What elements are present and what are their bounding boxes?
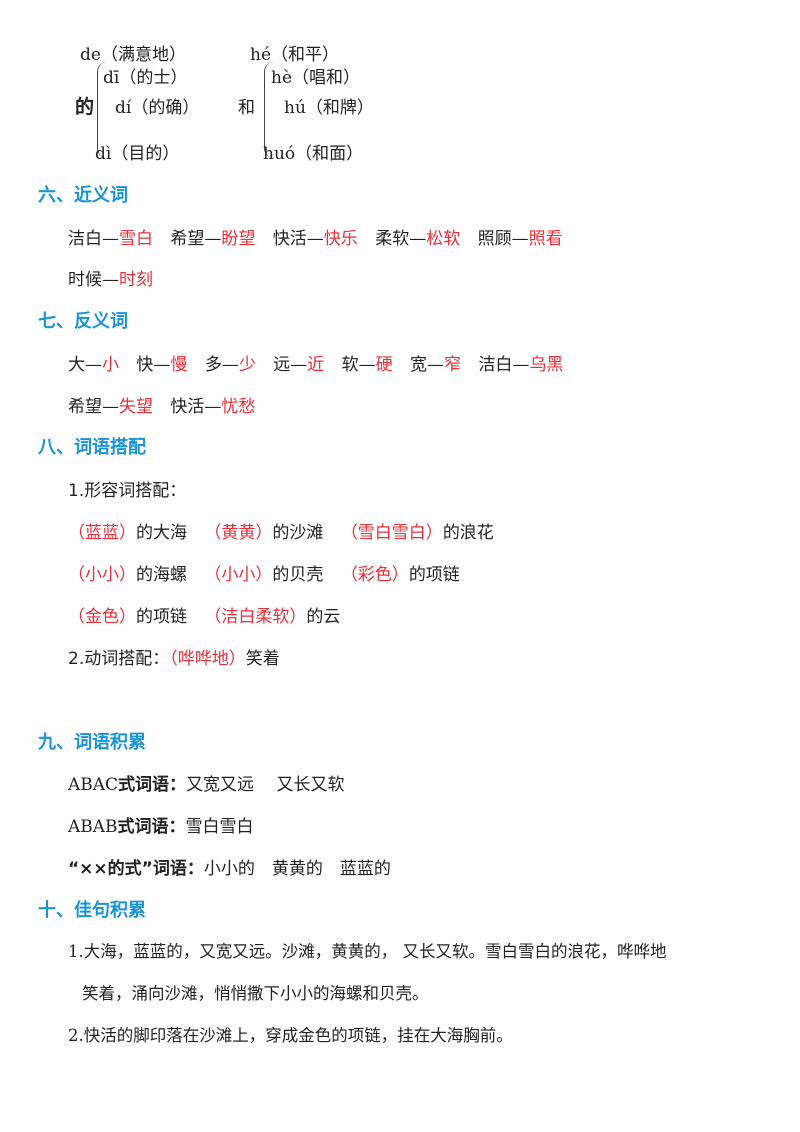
antonym-pair: 洁白—乌黑	[478, 355, 564, 375]
antonym-pair: 宽—窄	[410, 355, 462, 375]
adj-collocation: （彩色）的项链	[340, 565, 460, 585]
reading-de-4: dì（目的）	[95, 144, 180, 164]
antonym-pair: 快—慢	[136, 355, 188, 375]
section-heading-synonyms: 六、近义词	[38, 185, 128, 206]
verb-collocation-row: 2.动词搭配：（哗哗地）笑着	[68, 644, 280, 669]
antonym-pair: 大—小	[68, 355, 119, 375]
accumulation-item-xx: “××的式”词语：小小的 黄黄的 蓝蓝的	[68, 859, 391, 879]
antonym-pair: 希望—失望	[68, 397, 153, 417]
antonym-row-1: 大—小 快—慢 多—少 远—近 软—硬 宽—窄 洁白—乌黑	[68, 350, 575, 375]
polyphone-char-de: 的	[75, 96, 95, 118]
synonym-pair: 柔软—松软	[375, 229, 461, 249]
reading-de-3: dí（的确）	[115, 98, 200, 118]
adj-collocation: （黄黄）的沙滩	[204, 523, 324, 543]
adj-collocation: （小小）的海螺	[68, 565, 187, 585]
antonym-pair: 远—近	[273, 355, 325, 375]
adj-collocation: （金色）的项链	[68, 607, 187, 627]
adj-row-1: （蓝蓝）的大海 （黄黄）的沙滩 （雪白雪白）的浪花	[68, 518, 506, 543]
adj-collocation: （雪白雪白）的浪花	[340, 523, 494, 543]
reading-he-2: hè（唱和）	[271, 68, 361, 88]
synonym-pair: 时候—时刻	[68, 270, 153, 290]
adj-row-2: （小小）的海螺 （小小）的贝壳 （彩色）的项链	[68, 560, 472, 585]
synonym-row-1: 洁白—雪白 希望—盼望 快活—快乐 柔软—松软 照顾—照看	[68, 224, 575, 249]
verb-collocation-word: （哗哗地）	[169, 649, 246, 669]
adj-collocation: （小小）的贝壳	[204, 565, 324, 585]
adj-collocation: （蓝蓝）的大海	[68, 523, 187, 543]
reading-he-1: hé（和平）	[250, 45, 340, 65]
sentence-1-line-1: 1.大海，蓝蓝的，又宽又远。沙滩，黄黄的， 又长又软。雪白雪白的浪花，哗哗地	[68, 942, 667, 961]
antonym-pair: 软—硬	[341, 355, 393, 375]
section-heading-antonyms: 七、反义词	[38, 311, 128, 332]
verb-collocation-rest: 笑着	[245, 649, 280, 669]
adj-row-3: （金色）的项链 （洁白柔软）的云	[68, 602, 352, 627]
synonym-pair: 照顾—照看	[477, 229, 563, 249]
reading-he-3: hú（和牌）	[284, 98, 374, 118]
synonym-pair: 洁白—雪白	[68, 229, 153, 249]
antonym-pair: 多—少	[204, 355, 256, 375]
reading-de-2: dī（的士）	[103, 68, 188, 88]
accumulation-item-abac: ABAC式词语：又宽又远 又长又软	[68, 775, 345, 795]
brace-de	[97, 62, 107, 158]
section-heading-sentences: 十、佳句积累	[38, 900, 146, 921]
subsection-label-adjective: 1.形容词搭配：	[68, 481, 187, 501]
synonym-pair: 希望—盼望	[170, 229, 256, 249]
adj-collocation: （洁白柔软）的云	[204, 607, 341, 627]
sentence-1-line-2: 笑着，涌向沙滩，悄悄撒下小小的海螺和贝壳。	[82, 984, 429, 1003]
brace-he	[264, 62, 274, 158]
reading-he-4: huó（和面）	[263, 144, 364, 164]
synonym-row-2: 时候—时刻	[68, 265, 165, 290]
polyphone-char-he: 和	[238, 98, 255, 118]
section-heading-collocation: 八、词语搭配	[38, 437, 146, 458]
antonym-pair: 快活—忧愁	[170, 397, 256, 417]
subsection-label-verb: 2.动词搭配：	[68, 649, 170, 669]
synonym-pair: 快活—快乐	[272, 229, 358, 249]
antonym-row-2: 希望—失望 快活—忧愁	[68, 392, 267, 417]
reading-de-1: de（满意地）	[80, 45, 186, 65]
accumulation-item-abab: ABAB式词语：雪白雪白	[68, 817, 254, 837]
sentence-2: 2.快活的脚印落在沙滩上，穿成金色的项链，挂在大海胸前。	[68, 1026, 513, 1045]
section-heading-accumulation: 九、词语积累	[38, 732, 146, 753]
